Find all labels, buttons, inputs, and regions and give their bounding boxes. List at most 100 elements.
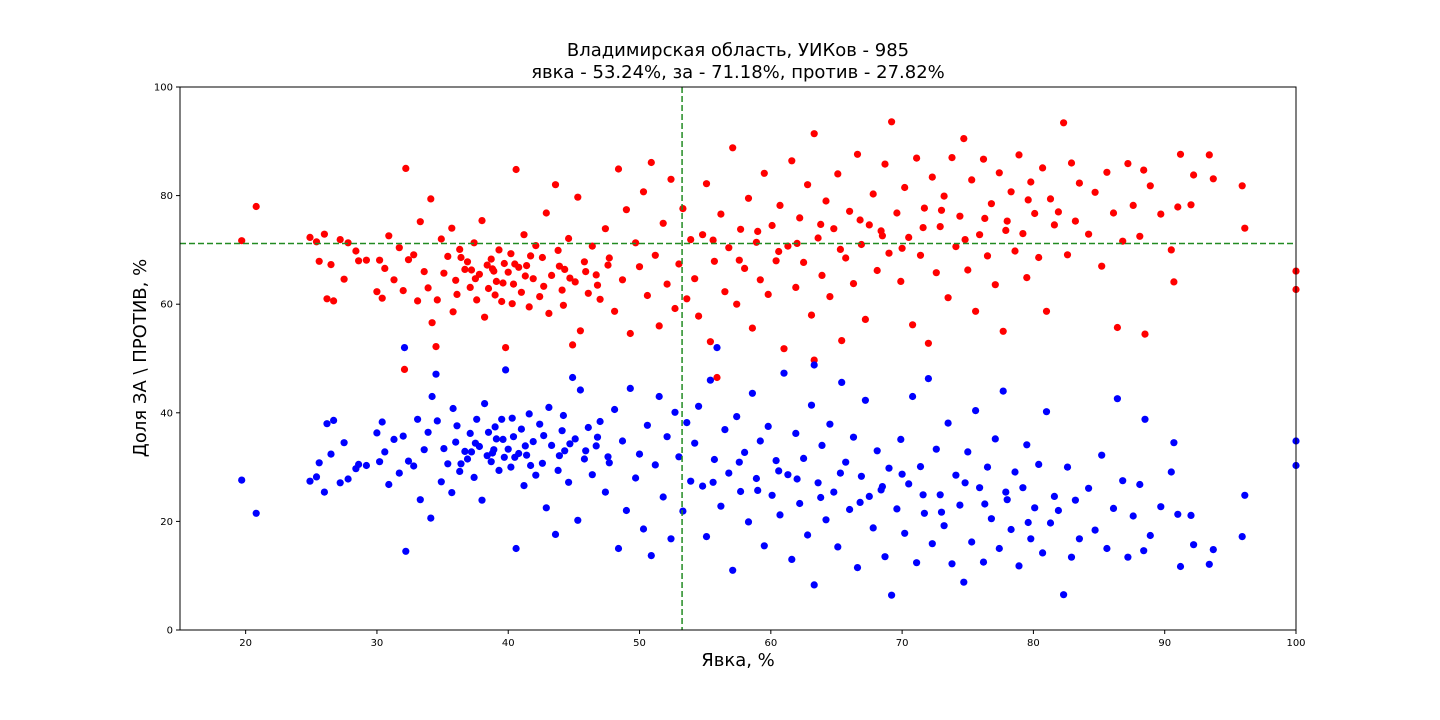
red-point [940,192,948,200]
red-point [545,309,553,317]
red-point [499,279,507,287]
red-point [754,227,762,235]
red-point [420,268,428,276]
red-point [1113,323,1121,332]
blue-point [635,450,644,458]
red-point [323,295,331,303]
red-point [846,207,854,215]
blue-point [1075,535,1083,543]
red-point [735,256,743,264]
red-point [905,233,913,241]
red-point [991,281,999,289]
red-point [252,202,260,211]
red-point [1054,208,1062,216]
blue-point [416,496,424,504]
red-point [913,154,921,162]
blue-point [437,478,445,486]
red-point [536,293,544,301]
red-point [512,165,520,174]
blue-point [960,578,968,586]
blue-point [1007,525,1015,534]
red-point [498,297,506,306]
blue-point [1003,496,1011,504]
blue-point [336,479,344,487]
blue-point [846,505,854,514]
blue-point [362,461,370,470]
red-point [582,268,590,276]
blue-point [500,453,508,461]
blue-point [1129,512,1137,520]
blue-point [807,401,816,409]
blue-point [865,492,873,500]
red-point [558,286,566,294]
blue-point [340,439,348,447]
red-point [699,231,707,239]
red-point [601,225,610,233]
blue-point [618,437,627,445]
blue-point [709,478,717,486]
blue-point [399,432,407,440]
blue-point [659,493,667,501]
blue-point [1136,480,1144,489]
red-point [737,225,745,233]
red-point [804,181,812,189]
red-point [404,256,413,264]
x-tick-label: 50 [633,638,646,649]
blue-point [741,448,749,456]
red-point [484,284,493,293]
red-point [639,188,648,196]
blue-point [780,369,788,377]
blue-point [647,552,655,560]
blue-point [1063,463,1072,471]
blue-point [558,427,566,435]
red-point [492,277,500,285]
red-point [1205,151,1213,159]
blue-point [1124,553,1132,561]
blue-point [856,498,864,506]
blue-point [857,472,866,480]
blue-point [760,542,768,550]
blue-point [679,507,687,515]
blue-point [814,479,822,487]
blue-point [593,433,602,441]
red-point [527,252,535,260]
blue-point [1024,518,1032,527]
blue-point [909,392,917,401]
blue-point [565,478,573,486]
red-point [559,301,568,309]
red-point [972,307,980,315]
blue-point [576,386,585,394]
y-axis-label: Доля ЗА \ ПРОТИВ, % [130,259,151,457]
blue-point [792,429,800,437]
red-point [470,239,478,247]
blue-point [695,402,703,410]
blue-point [542,504,550,512]
blue-point [952,471,960,479]
blue-point [491,423,499,431]
red-point [792,283,800,291]
y-tick-label: 100 [154,83,173,94]
red-point [878,232,887,240]
blue-point [536,420,544,428]
red-point [920,204,929,212]
red-point [1109,209,1118,217]
blue-point [504,445,512,453]
red-point [1091,188,1099,196]
red-point [961,236,969,244]
blue-point [702,533,711,541]
blue-point [713,344,721,352]
red-point [596,295,604,303]
blue-point [1054,506,1062,515]
blue-point [991,435,999,443]
blue-point [1035,460,1043,468]
red-point [488,265,497,273]
red-point [683,295,691,303]
blue-point [885,464,893,472]
red-point [466,283,474,291]
red-point [427,195,435,203]
blue-point [1039,549,1047,557]
blue-point [551,530,560,539]
x-tick-label: 80 [1027,638,1040,649]
blue-point [320,488,328,496]
blue-point [873,447,881,455]
